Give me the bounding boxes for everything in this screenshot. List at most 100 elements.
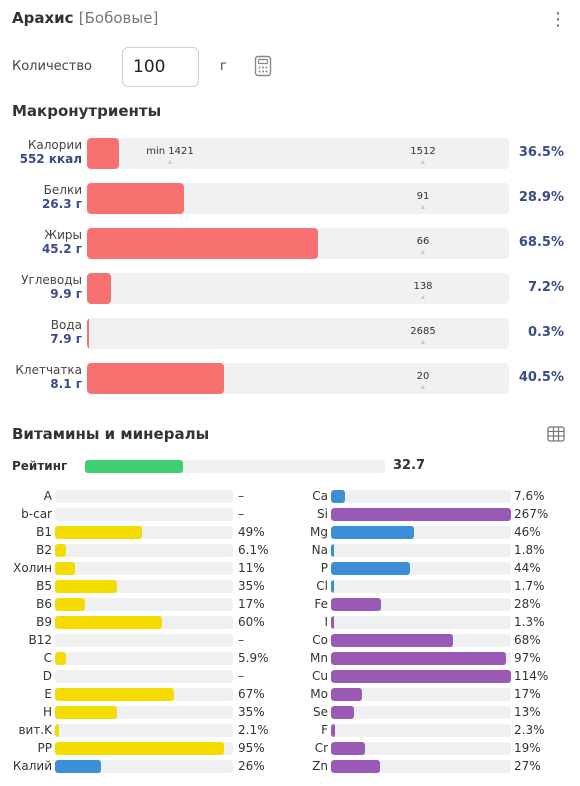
nutrient-track: [55, 544, 233, 557]
macro-track: 2685: [87, 318, 509, 349]
nutrient-fill: [331, 724, 336, 737]
nutrient-fill: [331, 616, 334, 629]
nutrient-name: Mo: [310, 687, 328, 701]
nutrient-value: 35%: [238, 579, 265, 593]
rating-row: Рейтинг 32.7: [12, 458, 568, 476]
nutrient-fill: [331, 526, 414, 539]
nutrient-row: A –: [0, 488, 580, 504]
nutrient-track: [331, 598, 511, 611]
nutrient-track: [331, 652, 511, 665]
nutrient-name: Cl: [316, 579, 328, 593]
calculator-icon[interactable]: [254, 55, 272, 77]
nutrient-value: 27%: [514, 759, 541, 773]
macro-norm-tick: [421, 160, 425, 164]
rating-value: 32.7: [393, 458, 426, 473]
macro-name: Калории: [27, 138, 82, 152]
nutrient-value: 6.1%: [238, 543, 269, 557]
nutrient-track: [55, 598, 233, 611]
macro-name: Жиры: [44, 228, 82, 242]
nutrient-name: Cr: [314, 741, 328, 755]
nutrient-row: B6 17%: [0, 596, 580, 612]
nutrient-row: D –: [0, 668, 580, 684]
nutrient-track: [55, 526, 233, 539]
macro-min-norm: min 1421: [146, 146, 194, 157]
nutrient-fill: [331, 634, 454, 647]
quantity-label: Количество: [12, 59, 92, 74]
nutrient-track: [55, 724, 233, 737]
nutrient-value: 2.3%: [514, 723, 545, 737]
nutrient-name: B12: [28, 633, 52, 647]
nutrient-name: B2: [36, 543, 52, 557]
nutrient-fill: [331, 598, 382, 611]
nutrient-track: [55, 652, 233, 665]
table-icon[interactable]: [547, 426, 565, 442]
macro-row: Клетчатка 8.1 г 20 40.5%: [0, 363, 580, 395]
nutrient-row: Cl 1.7%: [0, 578, 580, 594]
nutrient-row: Ca 7.6%: [0, 488, 580, 504]
nutrient-track: [55, 634, 233, 647]
nutrient-value: 95%: [238, 741, 265, 755]
nutrient-track: [55, 742, 233, 755]
more-vertical-icon[interactable]: ⋮: [549, 9, 567, 30]
nutrient-value: 267%: [514, 507, 549, 521]
nutrient-fill: [331, 508, 511, 521]
nutrient-fill: [331, 706, 355, 719]
nutrient-row: B5 35%: [0, 578, 580, 594]
nutrient-value: 19%: [514, 741, 541, 755]
rating-fill: [85, 460, 184, 473]
macro-row: Вода 7.9 г 2685 0.3%: [0, 318, 580, 350]
nutrient-value: 114%: [514, 669, 549, 683]
macro-percent: 7.2%: [527, 280, 564, 295]
macro-norm-tick: [421, 340, 425, 344]
macro-track: 1512 min 1421: [87, 138, 509, 169]
nutrient-name: Se: [313, 705, 328, 719]
quantity-input[interactable]: [122, 47, 199, 87]
nutrient-value: –: [238, 507, 244, 521]
nutrient-value: 13%: [514, 705, 541, 719]
macros-title: Макронутриенты: [12, 102, 162, 120]
nutrient-row: E 67%: [0, 686, 580, 702]
nutrient-name: Fe: [314, 597, 328, 611]
nutrient-name: Калий: [12, 759, 52, 773]
nutrient-value: 7.6%: [514, 489, 545, 503]
nutrient-fill: [331, 652, 506, 665]
macro-amount: 45.2 г: [41, 242, 82, 256]
nutrient-name: B5: [36, 579, 52, 593]
nutrient-track: [331, 706, 511, 719]
macro-track: 138: [87, 273, 509, 304]
nutrient-track: [55, 688, 233, 701]
nutrient-row: Калий 26%: [0, 758, 580, 774]
nutrient-row: Se 13%: [0, 704, 580, 720]
macro-norm: 91: [416, 191, 430, 202]
macro-norm-tick: [421, 250, 425, 254]
nutrient-track: [331, 742, 511, 755]
nutrient-track: [331, 580, 511, 593]
nutrient-track: [331, 724, 511, 737]
macro-track: 20: [87, 363, 509, 394]
product-header: Арахис [Бобовые] ⋮: [12, 9, 568, 33]
macro-percent: 0.3%: [527, 325, 564, 340]
nutrient-fill: [55, 706, 118, 719]
nutrient-row: Co 68%: [0, 632, 580, 648]
nutrient-fill: [331, 490, 345, 503]
nutrient-fill: [331, 670, 511, 683]
macro-row: Белки 26.3 г 91 28.9%: [0, 183, 580, 215]
nutrient-track: [331, 616, 511, 629]
nutrient-row: B1 49%: [0, 524, 580, 540]
nutrient-name: вит.K: [18, 723, 52, 737]
nutrient-row: I 1.3%: [0, 614, 580, 630]
macro-norm: 66: [416, 236, 430, 247]
nutrient-name: Mg: [310, 525, 328, 539]
macro-norm-tick: [421, 295, 425, 299]
macro-row: Жиры 45.2 г 66 68.5%: [0, 228, 580, 260]
nutrient-value: 35%: [238, 705, 265, 719]
nutrient-row: B9 60%: [0, 614, 580, 630]
macro-amount: 26.3 г: [41, 197, 82, 211]
nutrient-value: 5.9%: [238, 651, 269, 665]
nutrient-track: [55, 706, 233, 719]
nutrient-value: 1.8%: [514, 543, 545, 557]
nutrient-track: [331, 562, 511, 575]
macro-norm-tick: [421, 385, 425, 389]
nutrient-fill: [55, 616, 162, 629]
nutrient-row: B12 –: [0, 632, 580, 648]
